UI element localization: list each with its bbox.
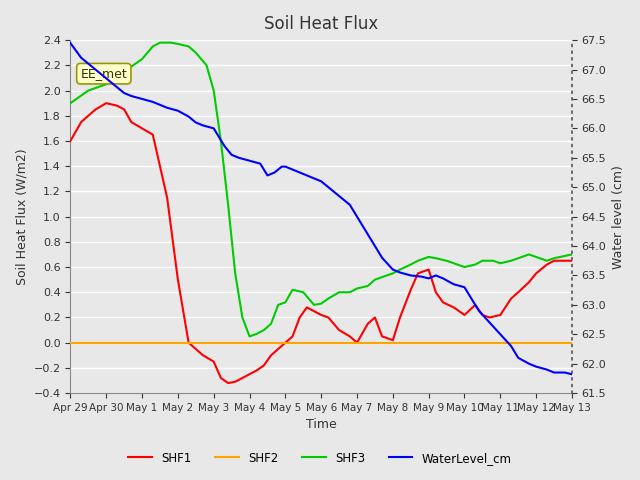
- SHF1: [407, 287, 415, 293]
- X-axis label: Time: Time: [306, 419, 337, 432]
- Text: EE_met: EE_met: [81, 67, 127, 80]
- Line: SHF1: SHF1: [70, 103, 572, 383]
- SHF1: [210, 359, 218, 364]
- Line: WaterLevel_cm: WaterLevel_cm: [70, 43, 572, 374]
- SHF3: [192, 50, 200, 56]
- SHF3: [378, 274, 386, 280]
- WaterLevel_cm: [425, 276, 433, 281]
- SHF1: [224, 380, 232, 386]
- SHF1: [497, 312, 504, 318]
- SHF3: [568, 252, 576, 257]
- SHF3: [67, 100, 74, 106]
- SHF3: [364, 283, 372, 289]
- WaterLevel_cm: [199, 122, 207, 128]
- WaterLevel_cm: [568, 372, 576, 377]
- Legend: SHF1, SHF2, SHF3, WaterLevel_cm: SHF1, SHF2, SHF3, WaterLevel_cm: [124, 447, 516, 469]
- WaterLevel_cm: [317, 179, 325, 184]
- SHF3: [282, 300, 289, 305]
- Title: Soil Heat Flux: Soil Heat Flux: [264, 15, 378, 33]
- SHF1: [199, 352, 207, 358]
- SHF1: [543, 262, 551, 267]
- SHF3: [156, 40, 164, 46]
- SHF1: [439, 300, 447, 305]
- Line: SHF3: SHF3: [70, 43, 572, 336]
- WaterLevel_cm: [84, 61, 92, 67]
- SHF3: [425, 254, 433, 260]
- SHF3: [389, 270, 397, 276]
- Y-axis label: Soil Heat Flux (W/m2): Soil Heat Flux (W/m2): [15, 148, 28, 285]
- WaterLevel_cm: [67, 40, 74, 46]
- Y-axis label: Water level (cm): Water level (cm): [612, 165, 625, 268]
- SHF1: [102, 100, 110, 106]
- WaterLevel_cm: [149, 99, 157, 105]
- SHF1: [568, 258, 576, 264]
- SHF3: [246, 334, 253, 339]
- WaterLevel_cm: [120, 90, 128, 96]
- SHF1: [67, 138, 74, 144]
